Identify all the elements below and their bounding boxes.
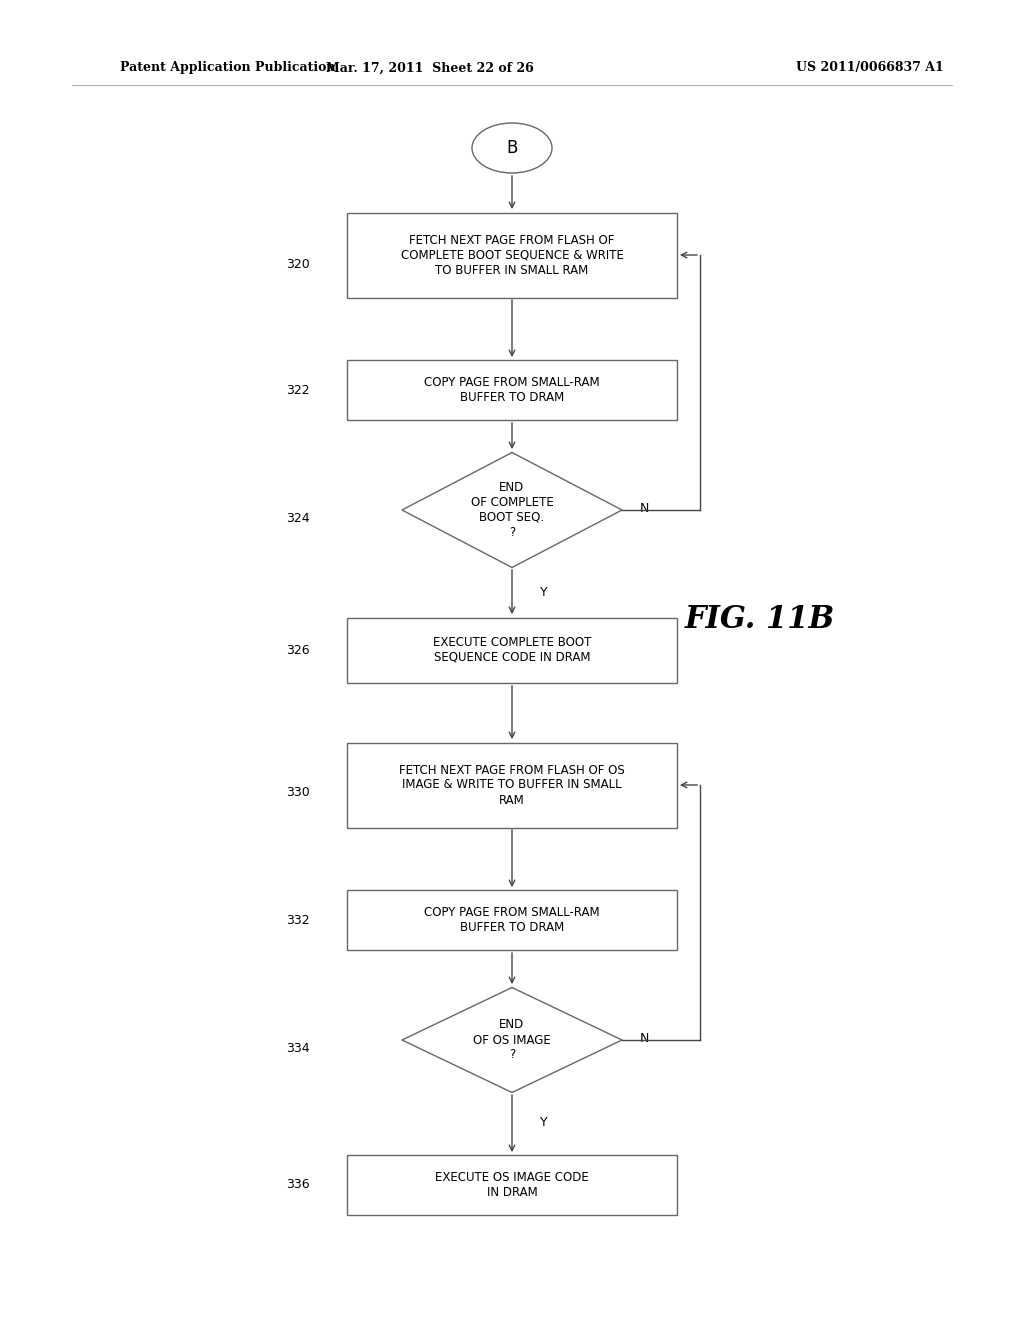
Text: 336: 336 bbox=[287, 1179, 310, 1192]
Text: COPY PAGE FROM SMALL-RAM
BUFFER TO DRAM: COPY PAGE FROM SMALL-RAM BUFFER TO DRAM bbox=[424, 376, 600, 404]
Text: EXECUTE OS IMAGE CODE
IN DRAM: EXECUTE OS IMAGE CODE IN DRAM bbox=[435, 1171, 589, 1199]
Text: N: N bbox=[640, 1031, 649, 1044]
Text: B: B bbox=[506, 139, 518, 157]
Text: END
OF OS IMAGE
?: END OF OS IMAGE ? bbox=[473, 1019, 551, 1061]
Text: FETCH NEXT PAGE FROM FLASH OF
COMPLETE BOOT SEQUENCE & WRITE
TO BUFFER IN SMALL : FETCH NEXT PAGE FROM FLASH OF COMPLETE B… bbox=[400, 234, 624, 276]
Text: Y: Y bbox=[540, 586, 548, 598]
FancyBboxPatch shape bbox=[347, 1155, 677, 1214]
Text: Mar. 17, 2011  Sheet 22 of 26: Mar. 17, 2011 Sheet 22 of 26 bbox=[326, 62, 534, 74]
FancyBboxPatch shape bbox=[347, 890, 677, 950]
Polygon shape bbox=[402, 987, 622, 1093]
Text: FIG. 11B: FIG. 11B bbox=[685, 605, 836, 635]
Text: 334: 334 bbox=[287, 1041, 310, 1055]
Text: FETCH NEXT PAGE FROM FLASH OF OS
IMAGE & WRITE TO BUFFER IN SMALL
RAM: FETCH NEXT PAGE FROM FLASH OF OS IMAGE &… bbox=[399, 763, 625, 807]
Text: EXECUTE COMPLETE BOOT
SEQUENCE CODE IN DRAM: EXECUTE COMPLETE BOOT SEQUENCE CODE IN D… bbox=[433, 636, 591, 664]
Text: COPY PAGE FROM SMALL-RAM
BUFFER TO DRAM: COPY PAGE FROM SMALL-RAM BUFFER TO DRAM bbox=[424, 906, 600, 935]
Text: Patent Application Publication: Patent Application Publication bbox=[120, 62, 336, 74]
Text: 330: 330 bbox=[287, 787, 310, 800]
FancyBboxPatch shape bbox=[347, 360, 677, 420]
Text: N: N bbox=[640, 502, 649, 515]
Text: 326: 326 bbox=[287, 644, 310, 656]
Text: 320: 320 bbox=[287, 259, 310, 272]
Polygon shape bbox=[402, 453, 622, 568]
FancyBboxPatch shape bbox=[347, 742, 677, 828]
Text: US 2011/0066837 A1: US 2011/0066837 A1 bbox=[796, 62, 944, 74]
Text: 322: 322 bbox=[287, 384, 310, 396]
Ellipse shape bbox=[472, 123, 552, 173]
Text: 332: 332 bbox=[287, 913, 310, 927]
FancyBboxPatch shape bbox=[347, 618, 677, 682]
Text: END
OF COMPLETE
BOOT SEQ.
?: END OF COMPLETE BOOT SEQ. ? bbox=[471, 480, 553, 539]
Text: 324: 324 bbox=[287, 511, 310, 524]
FancyBboxPatch shape bbox=[347, 213, 677, 297]
Text: Y: Y bbox=[540, 1115, 548, 1129]
